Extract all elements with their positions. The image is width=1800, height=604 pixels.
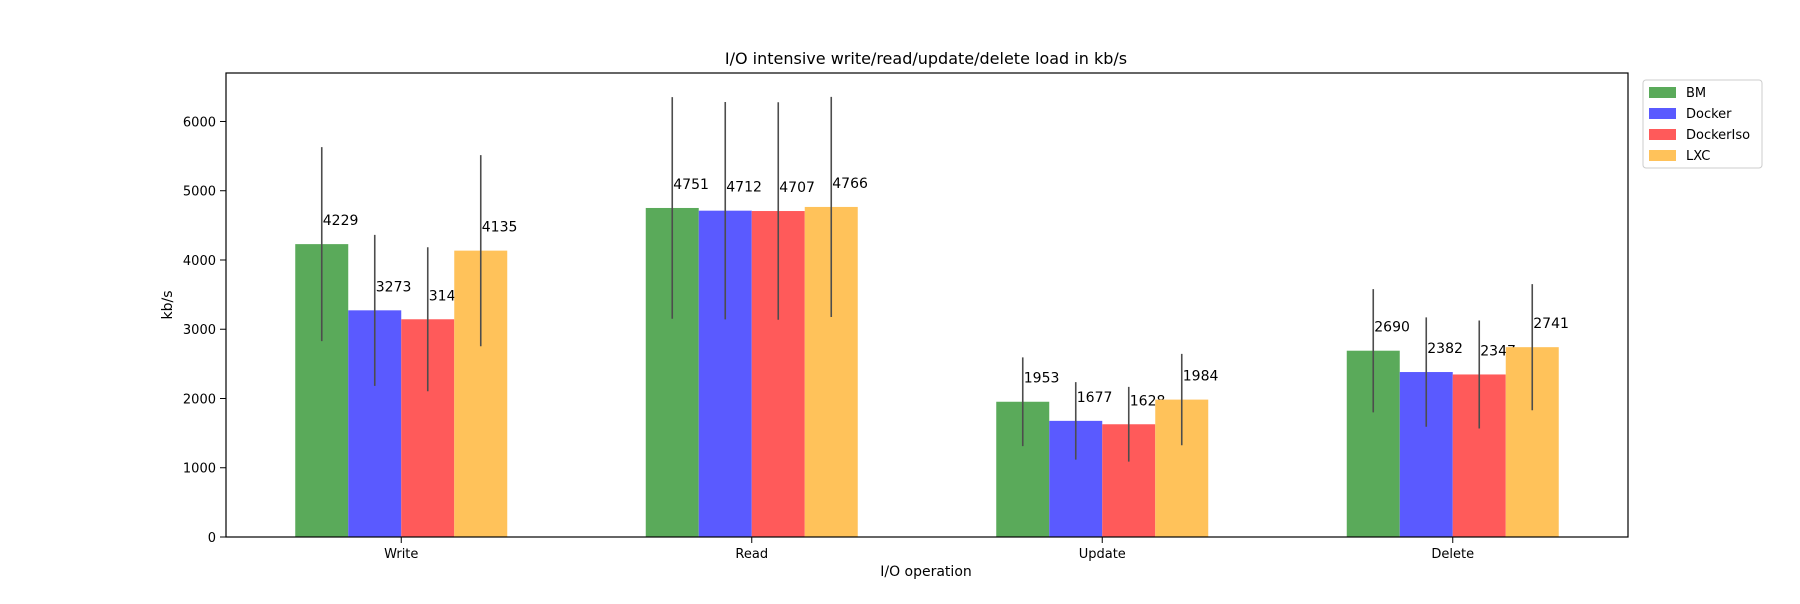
data-label: 3273 xyxy=(376,279,412,295)
y-tick-label: 2000 xyxy=(183,392,216,407)
y-tick-label: 5000 xyxy=(183,185,216,200)
x-axis-label: I/O operation xyxy=(880,564,972,580)
y-tick-label: 4000 xyxy=(183,254,216,269)
x-tick-label: Read xyxy=(735,547,768,562)
legend-label-bm: BM xyxy=(1686,86,1706,101)
data-label: 2741 xyxy=(1533,316,1569,332)
data-label: 4229 xyxy=(323,213,359,229)
legend-swatch-lxc xyxy=(1649,150,1676,161)
data-label: 2382 xyxy=(1427,341,1463,357)
legend-swatch-dockeriso xyxy=(1649,129,1676,140)
legend-swatch-bm xyxy=(1649,87,1676,98)
legend-frame xyxy=(1642,79,1763,169)
legend-label-docker: Docker xyxy=(1686,107,1732,122)
plot-frame xyxy=(225,72,1629,538)
legend-swatch-docker xyxy=(1649,108,1676,119)
plot-area: 4229475119532690327347121677238231444707… xyxy=(183,72,1629,562)
legend: BM Docker DockerIso LXC xyxy=(1642,79,1763,169)
legend-label-lxc: LXC xyxy=(1686,149,1710,164)
data-label: 4135 xyxy=(482,220,518,236)
data-label: 1677 xyxy=(1077,390,1113,406)
y-tick-label: 1000 xyxy=(183,462,216,477)
chart-title: I/O intensive write/read/update/delete l… xyxy=(725,49,1127,68)
y-tick-label: 6000 xyxy=(183,115,216,130)
x-tick-label: Update xyxy=(1079,547,1126,562)
data-label: 4766 xyxy=(832,176,868,192)
data-label: 4707 xyxy=(779,180,815,196)
data-label: 1984 xyxy=(1183,369,1219,385)
y-tick-label: 3000 xyxy=(183,323,216,338)
data-label: 1953 xyxy=(1024,371,1060,387)
legend-label-dockeriso: DockerIso xyxy=(1686,128,1750,143)
y-axis-label: kb/s xyxy=(160,290,176,319)
data-label: 4751 xyxy=(673,177,709,193)
x-tick-label: Write xyxy=(384,547,418,562)
x-tick-label: Delete xyxy=(1431,547,1474,562)
data-label: 4712 xyxy=(726,180,762,196)
data-label: 2690 xyxy=(1374,320,1410,336)
y-tick-label: 0 xyxy=(208,531,216,546)
